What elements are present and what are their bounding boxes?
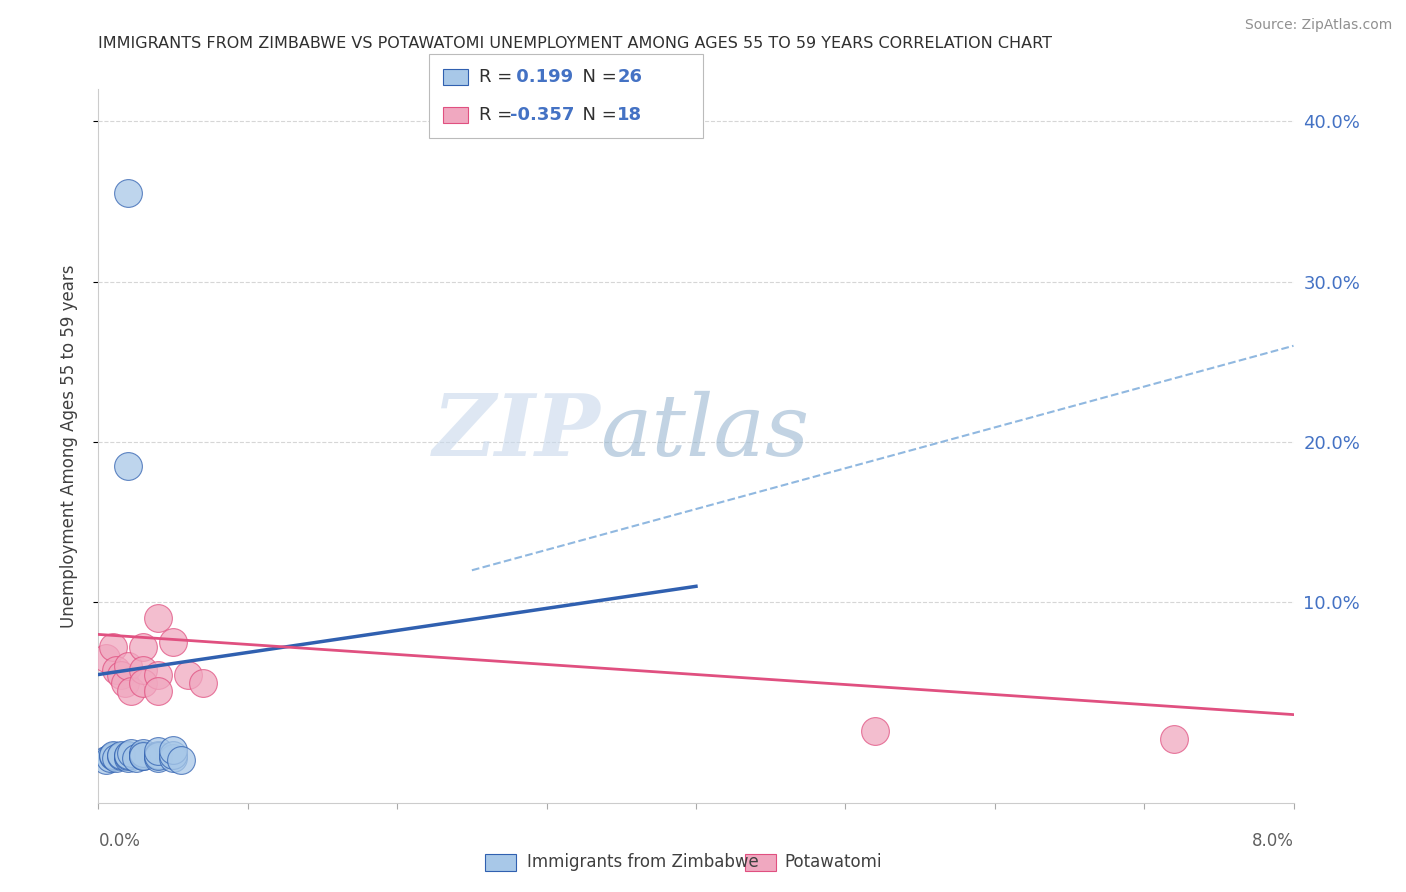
Point	[105, 663, 128, 677]
Point	[162, 635, 184, 649]
Point	[148, 683, 170, 698]
Point	[132, 749, 155, 764]
Text: -0.357: -0.357	[510, 105, 575, 123]
Point	[110, 749, 132, 764]
Point	[103, 640, 125, 655]
Point	[120, 683, 142, 698]
Point	[103, 747, 125, 762]
Point	[117, 186, 139, 201]
Text: R =: R =	[479, 69, 519, 87]
Point	[162, 751, 184, 765]
Point	[132, 746, 155, 760]
Point	[110, 747, 132, 762]
Point	[132, 749, 155, 764]
Text: R =: R =	[479, 105, 519, 123]
Text: 18: 18	[617, 105, 643, 123]
Point	[148, 751, 170, 765]
Point	[1163, 731, 1185, 746]
Point	[148, 611, 170, 625]
Point	[191, 675, 214, 690]
Point	[132, 640, 155, 655]
Y-axis label: Unemployment Among Ages 55 to 59 years: Unemployment Among Ages 55 to 59 years	[59, 264, 77, 628]
Text: Potawatomi: Potawatomi	[785, 853, 882, 871]
Text: N =: N =	[571, 69, 623, 87]
Point	[132, 675, 155, 690]
Point	[117, 458, 139, 473]
Point	[114, 675, 136, 690]
Point	[105, 751, 128, 765]
Point	[94, 651, 117, 665]
Point	[148, 747, 170, 762]
Point	[110, 667, 132, 681]
Point	[117, 749, 139, 764]
Point	[863, 723, 886, 738]
Text: ZIP: ZIP	[433, 390, 600, 474]
Point	[162, 747, 184, 762]
Point	[162, 743, 184, 757]
Point	[117, 659, 139, 673]
Point	[148, 749, 170, 764]
Point	[148, 744, 170, 758]
Text: 0.0%: 0.0%	[98, 831, 141, 850]
Point	[148, 667, 170, 681]
Text: Immigrants from Zimbabwe: Immigrants from Zimbabwe	[527, 853, 759, 871]
Text: N =: N =	[571, 105, 623, 123]
Text: IMMIGRANTS FROM ZIMBABWE VS POTAWATOMI UNEMPLOYMENT AMONG AGES 55 TO 59 YEARS CO: IMMIGRANTS FROM ZIMBABWE VS POTAWATOMI U…	[98, 36, 1053, 51]
Text: Source: ZipAtlas.com: Source: ZipAtlas.com	[1244, 18, 1392, 32]
Text: 0.199: 0.199	[510, 69, 574, 87]
Point	[98, 751, 122, 765]
Text: atlas: atlas	[600, 391, 810, 473]
Point	[177, 667, 200, 681]
Point	[125, 751, 148, 765]
Point	[169, 752, 191, 766]
Point	[94, 752, 117, 766]
Point	[120, 746, 142, 760]
Point	[117, 747, 139, 762]
Point	[117, 751, 139, 765]
Point	[103, 749, 125, 764]
Text: 8.0%: 8.0%	[1251, 831, 1294, 850]
Text: 26: 26	[617, 69, 643, 87]
Point	[132, 663, 155, 677]
Point	[132, 747, 155, 762]
